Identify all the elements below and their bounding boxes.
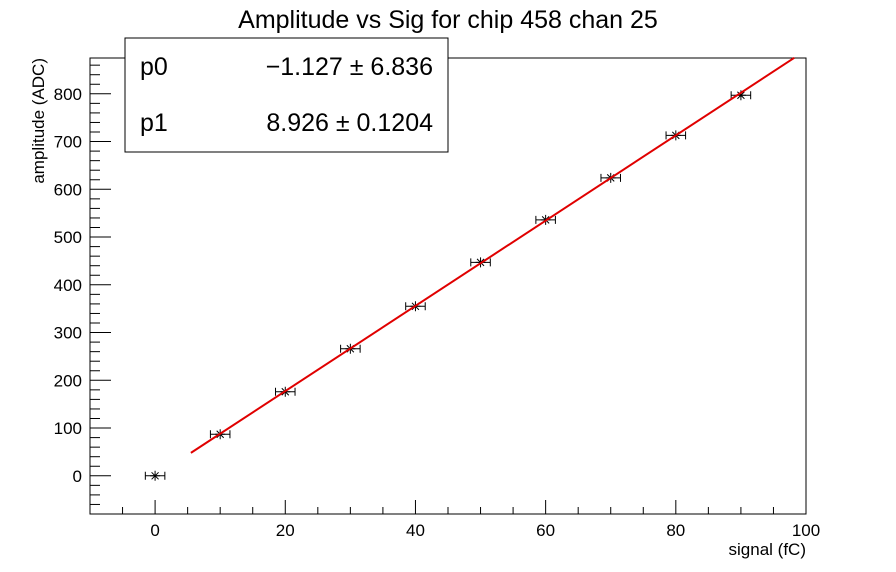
y-tick-label: 600 (54, 180, 82, 199)
x-tick-label: 80 (666, 521, 685, 540)
y-tick-label: 400 (54, 276, 82, 295)
x-axis-label: signal (fC) (729, 540, 806, 559)
x-tick-label: 60 (536, 521, 555, 540)
marker (735, 90, 746, 101)
x-tick-label: 20 (276, 521, 295, 540)
x-tick-label: 0 (150, 521, 159, 540)
marker (150, 470, 161, 481)
y-tick-label: 800 (54, 85, 82, 104)
x-tick-label: 100 (792, 521, 820, 540)
data-point (730, 90, 752, 101)
y-tick-label: 500 (54, 228, 82, 247)
y-tick-label: 100 (54, 419, 82, 438)
chart-title: Amplitude vs Sig for chip 458 chan 25 (238, 6, 658, 34)
stats-name: p1 (140, 109, 168, 137)
y-tick-label: 300 (54, 324, 82, 343)
y-tick-label: 0 (73, 467, 82, 486)
x-tick-label: 40 (406, 521, 425, 540)
y-tick-label: 200 (54, 371, 82, 390)
data-point (144, 470, 166, 481)
stats-name: p0 (140, 53, 168, 81)
y-axis-label: amplitude (ADC) (29, 58, 48, 184)
stats-value: 8.926 ± 0.1204 (266, 109, 433, 137)
y-tick-label: 700 (54, 133, 82, 152)
stats-value: −1.127 ± 6.836 (266, 53, 433, 81)
fit-line (190, 56, 795, 454)
stats-box (124, 37, 449, 153)
